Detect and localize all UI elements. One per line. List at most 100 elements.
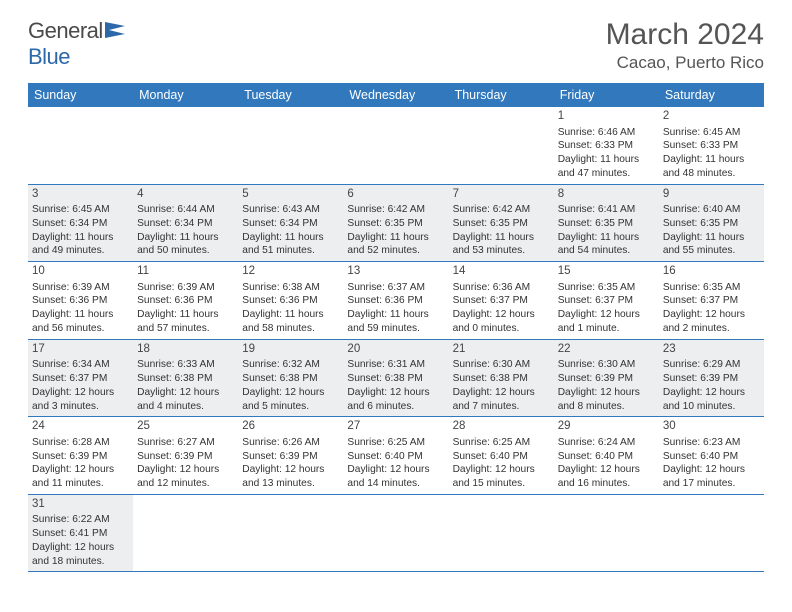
day-number: 14	[453, 264, 550, 280]
sunset-text: Sunset: 6:38 PM	[137, 372, 234, 386]
daylight-text: Daylight: 12 hours	[137, 386, 234, 400]
daylight-text: Daylight: 12 hours	[663, 463, 760, 477]
daylight-text: Daylight: 12 hours	[453, 463, 550, 477]
day-header-cell: Wednesday	[343, 83, 448, 107]
day-number: 21	[453, 342, 550, 358]
daylight-text: and 5 minutes.	[242, 400, 339, 414]
sunset-text: Sunset: 6:33 PM	[663, 139, 760, 153]
sunrise-text: Sunrise: 6:33 AM	[137, 358, 234, 372]
sunrise-text: Sunrise: 6:46 AM	[558, 126, 655, 140]
day-cell: 29Sunrise: 6:24 AMSunset: 6:40 PMDayligh…	[554, 417, 659, 494]
sunset-text: Sunset: 6:39 PM	[663, 372, 760, 386]
sunset-text: Sunset: 6:40 PM	[663, 450, 760, 464]
day-cell: 13Sunrise: 6:37 AMSunset: 6:36 PMDayligh…	[343, 262, 448, 339]
daylight-text: Daylight: 12 hours	[558, 308, 655, 322]
brand-part2: Blue	[28, 44, 70, 69]
day-number: 30	[663, 419, 760, 435]
daylight-text: and 6 minutes.	[347, 400, 444, 414]
daylight-text: and 0 minutes.	[453, 322, 550, 336]
location: Cacao, Puerto Rico	[606, 53, 764, 73]
day-cell: 17Sunrise: 6:34 AMSunset: 6:37 PMDayligh…	[28, 340, 133, 417]
sunset-text: Sunset: 6:37 PM	[558, 294, 655, 308]
sunset-text: Sunset: 6:35 PM	[347, 217, 444, 231]
sunrise-text: Sunrise: 6:22 AM	[32, 513, 129, 527]
daylight-text: and 55 minutes.	[663, 244, 760, 258]
day-cell: 10Sunrise: 6:39 AMSunset: 6:36 PMDayligh…	[28, 262, 133, 339]
daylight-text: and 14 minutes.	[347, 477, 444, 491]
day-cell: 24Sunrise: 6:28 AMSunset: 6:39 PMDayligh…	[28, 417, 133, 494]
daylight-text: Daylight: 11 hours	[347, 308, 444, 322]
day-number: 20	[347, 342, 444, 358]
day-cell: 23Sunrise: 6:29 AMSunset: 6:39 PMDayligh…	[659, 340, 764, 417]
sunrise-text: Sunrise: 6:30 AM	[558, 358, 655, 372]
flag-icon	[103, 18, 127, 43]
daylight-text: Daylight: 11 hours	[32, 231, 129, 245]
daylight-text: Daylight: 12 hours	[453, 308, 550, 322]
daylight-text: and 13 minutes.	[242, 477, 339, 491]
week-row: 24Sunrise: 6:28 AMSunset: 6:39 PMDayligh…	[28, 417, 764, 495]
day-number: 13	[347, 264, 444, 280]
sunset-text: Sunset: 6:35 PM	[558, 217, 655, 231]
calendar-page: GeneralBlue March 2024 Cacao, Puerto Ric…	[0, 0, 792, 590]
day-cell: 9Sunrise: 6:40 AMSunset: 6:35 PMDaylight…	[659, 185, 764, 262]
daylight-text: and 18 minutes.	[32, 555, 129, 569]
daylight-text: and 57 minutes.	[137, 322, 234, 336]
sunrise-text: Sunrise: 6:34 AM	[32, 358, 129, 372]
week-row: 31Sunrise: 6:22 AMSunset: 6:41 PMDayligh…	[28, 495, 764, 573]
weeks-container: 1Sunrise: 6:46 AMSunset: 6:33 PMDaylight…	[28, 107, 764, 572]
day-number: 23	[663, 342, 760, 358]
daylight-text: and 11 minutes.	[32, 477, 129, 491]
sunrise-text: Sunrise: 6:23 AM	[663, 436, 760, 450]
day-number: 31	[32, 497, 129, 513]
day-cell: 14Sunrise: 6:36 AMSunset: 6:37 PMDayligh…	[449, 262, 554, 339]
empty-cell	[238, 107, 343, 184]
week-row: 10Sunrise: 6:39 AMSunset: 6:36 PMDayligh…	[28, 262, 764, 340]
daylight-text: Daylight: 12 hours	[137, 463, 234, 477]
day-number: 16	[663, 264, 760, 280]
daylight-text: Daylight: 11 hours	[32, 308, 129, 322]
daylight-text: Daylight: 12 hours	[453, 386, 550, 400]
daylight-text: and 17 minutes.	[663, 477, 760, 491]
day-number: 28	[453, 419, 550, 435]
empty-cell	[343, 107, 448, 184]
daylight-text: and 52 minutes.	[347, 244, 444, 258]
sunrise-text: Sunrise: 6:40 AM	[663, 203, 760, 217]
day-cell: 28Sunrise: 6:25 AMSunset: 6:40 PMDayligh…	[449, 417, 554, 494]
day-number: 5	[242, 187, 339, 203]
daylight-text: Daylight: 12 hours	[242, 386, 339, 400]
daylight-text: and 50 minutes.	[137, 244, 234, 258]
empty-cell	[28, 107, 133, 184]
sunrise-text: Sunrise: 6:35 AM	[663, 281, 760, 295]
sunrise-text: Sunrise: 6:36 AM	[453, 281, 550, 295]
daylight-text: Daylight: 11 hours	[137, 308, 234, 322]
empty-cell	[659, 495, 764, 572]
sunrise-text: Sunrise: 6:35 AM	[558, 281, 655, 295]
sunset-text: Sunset: 6:38 PM	[242, 372, 339, 386]
day-header-cell: Thursday	[449, 83, 554, 107]
sunset-text: Sunset: 6:36 PM	[32, 294, 129, 308]
daylight-text: and 56 minutes.	[32, 322, 129, 336]
day-number: 18	[137, 342, 234, 358]
day-header-cell: Tuesday	[238, 83, 343, 107]
day-number: 24	[32, 419, 129, 435]
header: GeneralBlue March 2024 Cacao, Puerto Ric…	[28, 18, 764, 73]
empty-cell	[449, 107, 554, 184]
sunrise-text: Sunrise: 6:31 AM	[347, 358, 444, 372]
day-cell: 20Sunrise: 6:31 AMSunset: 6:38 PMDayligh…	[343, 340, 448, 417]
day-cell: 5Sunrise: 6:43 AMSunset: 6:34 PMDaylight…	[238, 185, 343, 262]
empty-cell	[133, 495, 238, 572]
sunset-text: Sunset: 6:39 PM	[32, 450, 129, 464]
day-number: 2	[663, 109, 760, 125]
daylight-text: and 51 minutes.	[242, 244, 339, 258]
sunset-text: Sunset: 6:34 PM	[137, 217, 234, 231]
day-cell: 31Sunrise: 6:22 AMSunset: 6:41 PMDayligh…	[28, 495, 133, 572]
day-cell: 25Sunrise: 6:27 AMSunset: 6:39 PMDayligh…	[133, 417, 238, 494]
daylight-text: Daylight: 11 hours	[558, 153, 655, 167]
daylight-text: Daylight: 11 hours	[242, 308, 339, 322]
day-number: 3	[32, 187, 129, 203]
daylight-text: Daylight: 11 hours	[453, 231, 550, 245]
day-number: 22	[558, 342, 655, 358]
sunrise-text: Sunrise: 6:42 AM	[453, 203, 550, 217]
daylight-text: Daylight: 12 hours	[558, 386, 655, 400]
day-number: 25	[137, 419, 234, 435]
